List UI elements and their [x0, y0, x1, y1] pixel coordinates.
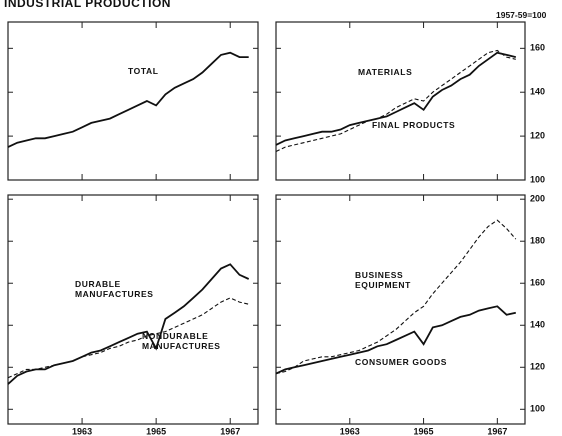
series-label: NONDURABLE MANUFACTURES — [142, 331, 221, 351]
series-line — [275, 305, 517, 375]
y-tick-label: 160 — [530, 43, 545, 53]
y-tick-label: 100 — [530, 174, 545, 184]
x-tick-label: 1963 — [340, 426, 360, 436]
y-tick-label: 160 — [530, 278, 545, 288]
x-tick-label: 1967 — [220, 426, 240, 436]
series-line — [7, 263, 250, 385]
panel-frame — [7, 21, 259, 181]
series-line — [275, 49, 516, 152]
series-line — [275, 219, 517, 375]
panel-frame — [275, 21, 526, 181]
series-line — [7, 51, 249, 148]
series-label: FINAL PRODUCTS — [372, 120, 456, 130]
page-title: INDUSTRIAL PRODUCTION — [4, 0, 171, 10]
y-tick-label: 140 — [530, 320, 545, 330]
x-tick-label: 1967 — [487, 426, 507, 436]
x-tick-label: 1963 — [72, 426, 92, 436]
panel-frame — [7, 194, 259, 425]
series-label: TOTAL — [128, 66, 159, 76]
y-tick-label: 180 — [530, 236, 545, 246]
series-label: CONSUMER GOODS — [355, 357, 447, 367]
series-line — [7, 297, 249, 379]
series-label: MATERIALS — [358, 67, 413, 77]
series-label: BUSINESS EQUIPMENT — [355, 270, 411, 290]
x-tick-label: 1965 — [146, 426, 166, 436]
y-tick-label: 200 — [530, 194, 545, 204]
panel-frame — [275, 194, 526, 425]
series-line — [275, 51, 517, 146]
y-tick-label: 140 — [530, 87, 545, 97]
series-label: DURABLE MANUFACTURES — [75, 279, 154, 299]
y-tick-label: 120 — [530, 362, 545, 372]
y-tick-label: 100 — [530, 404, 545, 414]
x-tick-label: 1965 — [414, 426, 434, 436]
y-tick-label: 120 — [530, 130, 545, 140]
units-label: 1957-59=100 — [496, 10, 547, 20]
